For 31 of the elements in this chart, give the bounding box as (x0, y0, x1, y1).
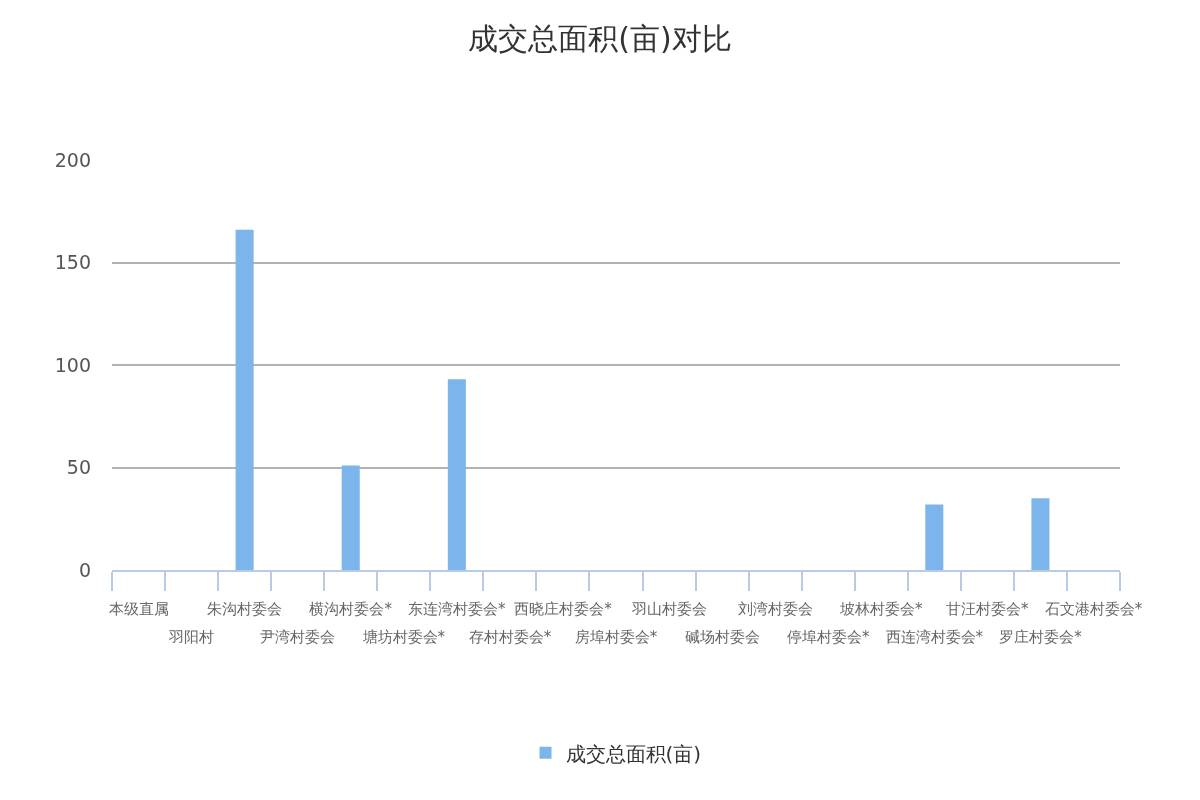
bar (341, 465, 360, 570)
x-tick-label: 朱沟村委会 (207, 600, 283, 618)
x-tick-label: 房埠村委会* (574, 628, 658, 646)
bar (235, 229, 254, 570)
y-tick-label: 50 (66, 456, 91, 479)
x-tick-label: 石文港村委会* (1044, 600, 1143, 618)
legend-label: 成交总面积(亩) (565, 741, 702, 766)
x-tick-label: 横沟村委会* (309, 600, 393, 618)
bar (925, 504, 944, 570)
x-tick-label: 坡林村委会* (839, 600, 924, 618)
x-tick-label: 本级直属 (108, 600, 169, 618)
x-tick-label: 尹湾村委会 (260, 628, 336, 646)
x-tick-label: 东连湾村委会* (408, 600, 507, 618)
x-tick-label: 刘湾村委会 (737, 600, 813, 618)
y-tick-label: 100 (54, 353, 91, 376)
x-tick-label: 羽阳村 (168, 628, 215, 646)
x-tick-label: 西连湾村委会* (885, 628, 984, 646)
x-tick-label: 西晓庄村委会* (514, 600, 613, 618)
x-tick-label: 存村村委会* (468, 628, 552, 646)
y-tick-label: 200 (54, 148, 91, 171)
x-tick-label: 羽山村委会 (630, 600, 707, 618)
bar (447, 379, 466, 570)
y-tick-label: 150 (54, 251, 91, 274)
chart-title: 成交总面积(亩)对比 (468, 20, 732, 56)
x-tick-label: 碱场村委会 (684, 628, 760, 646)
x-tick-label: 甘汪村委会* (946, 600, 1030, 618)
x-tick-label: 塘坊村委会* (361, 628, 446, 646)
x-tick-label: 罗庄村委会* (999, 628, 1083, 646)
y-tick-label: 0 (78, 558, 91, 581)
bar (1031, 498, 1050, 570)
x-tick-label: 停埠村委会* (786, 628, 870, 646)
